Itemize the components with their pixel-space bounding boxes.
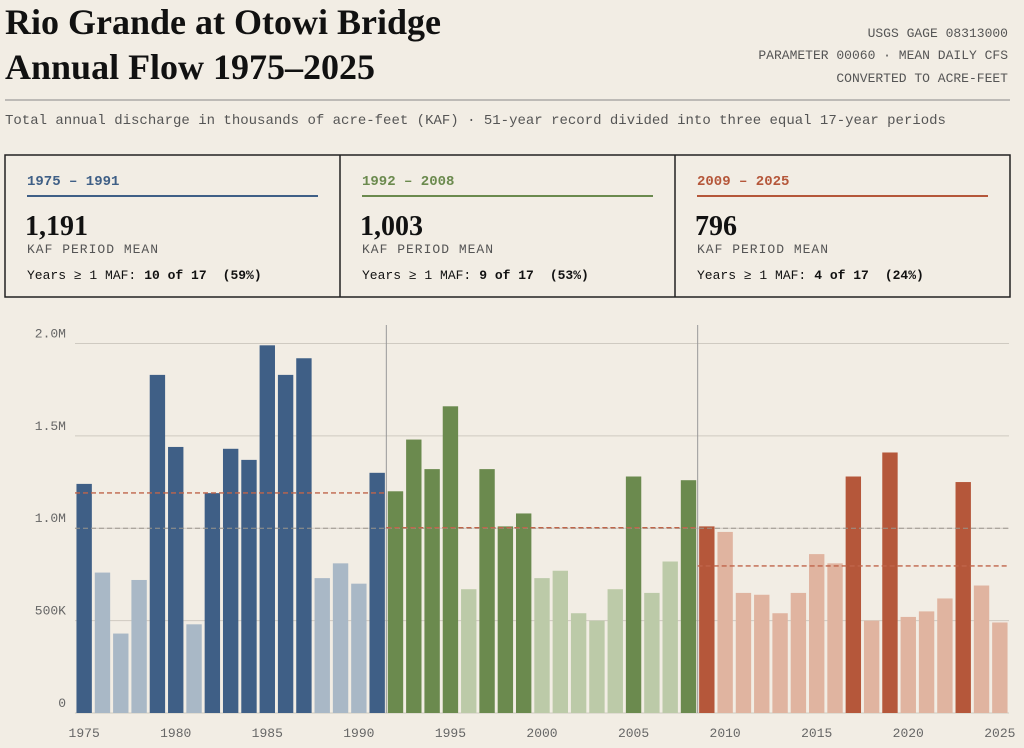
bar xyxy=(973,585,990,713)
card-share: Years ≥ 1 MAF: 10 of 17 (59%) xyxy=(27,268,262,283)
bar xyxy=(918,611,935,713)
meta-line: USGS GAGE 08313000 xyxy=(868,26,1008,41)
bar xyxy=(296,358,312,713)
x-tick-label: 1975 xyxy=(69,726,100,741)
card-mean: 1,191 xyxy=(25,211,88,242)
bar xyxy=(680,480,697,713)
bar xyxy=(772,613,788,713)
share-label: Years ≥ 1 MAF: xyxy=(697,268,806,283)
bar xyxy=(699,526,715,713)
share-pct: (53%) xyxy=(550,268,589,283)
card-share: Years ≥ 1 MAF: 9 of 17 (53%) xyxy=(362,268,589,283)
bar xyxy=(113,633,129,713)
bar xyxy=(662,561,678,713)
share-count: 10 of 17 xyxy=(144,268,206,283)
card-period: 2009 – 2025 xyxy=(697,174,789,190)
share-pct: (24%) xyxy=(885,268,924,283)
bar xyxy=(845,476,862,713)
bar xyxy=(222,448,239,713)
bar xyxy=(461,589,477,713)
bar xyxy=(607,589,623,713)
bar xyxy=(479,469,495,713)
x-tick-label: 2015 xyxy=(801,726,832,741)
bar xyxy=(644,592,660,713)
bar xyxy=(497,526,514,713)
bar xyxy=(827,563,843,713)
bar xyxy=(937,598,953,713)
bar xyxy=(186,624,202,713)
bar xyxy=(241,459,257,713)
bar xyxy=(570,613,587,713)
bar xyxy=(424,469,440,713)
bar xyxy=(955,482,971,713)
bar xyxy=(717,531,733,713)
bar xyxy=(387,491,404,713)
card-mean: 1,003 xyxy=(360,211,423,242)
bar xyxy=(369,472,385,713)
bar xyxy=(754,594,770,713)
card-caption: KAF PERIOD MEAN xyxy=(362,242,494,257)
meta-line: CONVERTED TO ACRE-FEET xyxy=(836,71,1008,86)
bar xyxy=(552,570,569,713)
y-tick-label: 500K xyxy=(35,604,66,619)
bar xyxy=(790,592,807,713)
bar xyxy=(882,452,898,713)
x-tick-label: 1985 xyxy=(252,726,283,741)
subtitle: Total annual discharge in thousands of a… xyxy=(5,113,946,129)
share-pct: (59%) xyxy=(223,268,262,283)
bar xyxy=(589,620,605,713)
card-period: 1992 – 2008 xyxy=(362,174,454,190)
bar xyxy=(900,616,916,713)
title-line: Rio Grande at Otowi Bridge xyxy=(5,2,441,42)
x-tick-label: 2010 xyxy=(710,726,741,741)
bar xyxy=(992,622,1008,713)
y-tick-label: 1.0M xyxy=(35,511,66,526)
bar xyxy=(76,483,92,713)
y-tick-label: 0 xyxy=(58,696,66,711)
bar xyxy=(406,439,422,713)
bar xyxy=(515,513,532,713)
x-tick-label: 2005 xyxy=(618,726,649,741)
bar xyxy=(259,345,275,713)
card-mean: 796 xyxy=(695,211,737,242)
bar xyxy=(168,446,184,713)
card-caption: KAF PERIOD MEAN xyxy=(27,242,159,257)
bar xyxy=(149,374,166,713)
x-tick-label: 1995 xyxy=(435,726,466,741)
x-tick-label: 2000 xyxy=(526,726,557,741)
x-tick-label: 1990 xyxy=(343,726,374,741)
x-tick-label: 1980 xyxy=(160,726,191,741)
bar xyxy=(625,476,642,713)
bar xyxy=(204,493,221,713)
share-count: 4 of 17 xyxy=(814,268,869,283)
bar xyxy=(277,374,294,713)
y-tick-label: 2.0M xyxy=(35,326,66,341)
title-line: Annual Flow 1975–2025 xyxy=(5,47,375,87)
bar xyxy=(314,578,330,713)
share-label: Years ≥ 1 MAF: xyxy=(362,268,471,283)
cards-frame xyxy=(4,154,1011,298)
bar xyxy=(131,579,147,713)
bar xyxy=(332,563,349,713)
share-count: 9 of 17 xyxy=(479,268,534,283)
bar xyxy=(534,578,550,713)
share-label: Years ≥ 1 MAF: xyxy=(27,268,136,283)
card-share: Years ≥ 1 MAF: 4 of 17 (24%) xyxy=(697,268,924,283)
bar xyxy=(442,406,459,713)
meta-line: PARAMETER 00060 · MEAN DAILY CFS xyxy=(758,48,1008,63)
y-tick-label: 1.5M xyxy=(35,419,66,434)
card-caption: KAF PERIOD MEAN xyxy=(697,242,829,257)
bar xyxy=(94,572,111,713)
bar xyxy=(735,592,752,713)
plot: 0 500K 1.0M 1.5M 2.0M 1975 1980 1985 1990 1995 200… xyxy=(35,325,1015,741)
card-period: 1975 – 1991 xyxy=(27,174,119,190)
bar xyxy=(809,554,825,713)
x-tick-label: 2025 xyxy=(984,726,1015,741)
bar xyxy=(351,583,367,713)
x-tick-label: 2020 xyxy=(893,726,924,741)
bar xyxy=(863,620,880,713)
